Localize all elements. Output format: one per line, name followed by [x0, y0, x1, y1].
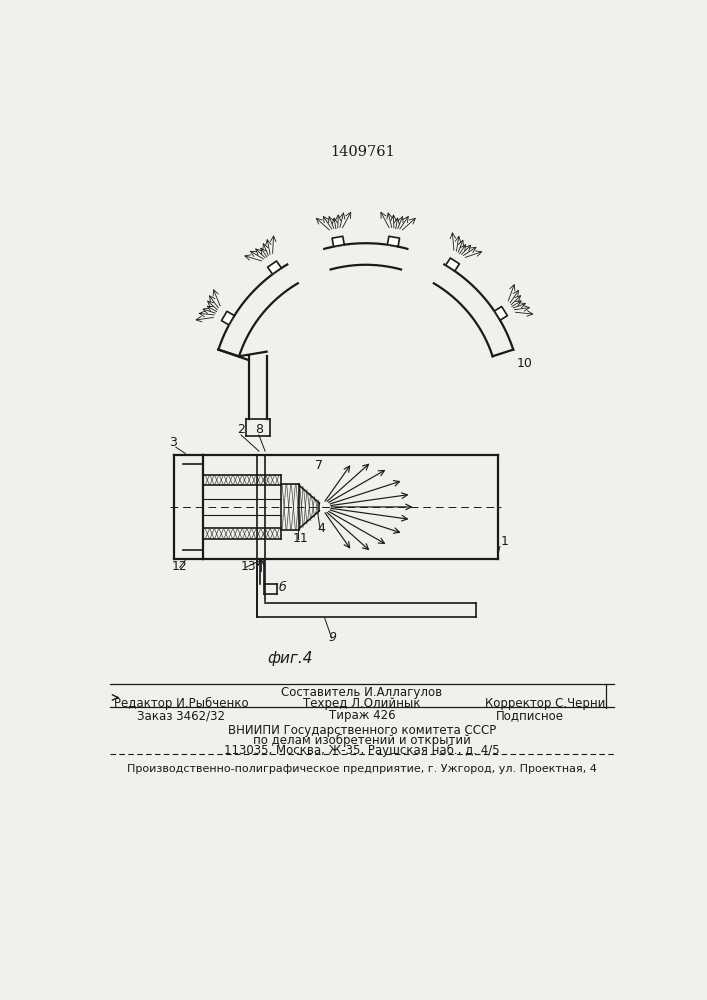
Polygon shape	[445, 258, 460, 271]
Text: фиг.4: фиг.4	[267, 651, 312, 666]
Text: 2: 2	[237, 423, 245, 436]
Text: 113035, Москва, Ж-35, Раушская наб., д. 4/5: 113035, Москва, Ж-35, Раушская наб., д. …	[224, 744, 500, 757]
Text: 7: 7	[315, 459, 322, 472]
Text: 4: 4	[317, 522, 325, 535]
Text: Составитель И.Аллагулов: Составитель И.Аллагулов	[281, 686, 443, 699]
Text: 12: 12	[171, 560, 187, 573]
Text: 11: 11	[293, 532, 309, 545]
Text: Производственно-полиграфическое предприятие, г. Ужгород, ул. Проектная, 4: Производственно-полиграфическое предприя…	[127, 764, 597, 774]
Text: 1: 1	[501, 535, 508, 548]
Text: Тираж 426: Тираж 426	[329, 709, 395, 722]
Text: 9: 9	[329, 631, 337, 644]
Text: ВНИИПИ Государственного комитета СССР: ВНИИПИ Государственного комитета СССР	[228, 724, 496, 737]
Text: Техред Л.Олийнык: Техред Л.Олийнык	[303, 697, 421, 710]
Text: б: б	[279, 581, 287, 594]
Text: 1409761: 1409761	[330, 145, 395, 159]
Text: Корректор С.Черни: Корректор С.Черни	[486, 697, 606, 710]
Text: 13: 13	[240, 560, 256, 573]
Polygon shape	[494, 307, 508, 320]
Text: Заказ 3462/32: Заказ 3462/32	[137, 709, 226, 722]
Polygon shape	[387, 236, 399, 246]
Text: 3: 3	[169, 436, 177, 449]
Text: Редактор И.Рыбченко: Редактор И.Рыбченко	[114, 697, 249, 710]
Polygon shape	[267, 261, 281, 274]
Text: 10: 10	[517, 357, 533, 370]
Text: 8: 8	[255, 423, 263, 436]
Text: Подписное: Подписное	[496, 709, 564, 722]
Polygon shape	[332, 236, 344, 246]
Text: по делам изобретений и открытий: по делам изобретений и открытий	[253, 734, 471, 747]
Polygon shape	[221, 311, 234, 325]
